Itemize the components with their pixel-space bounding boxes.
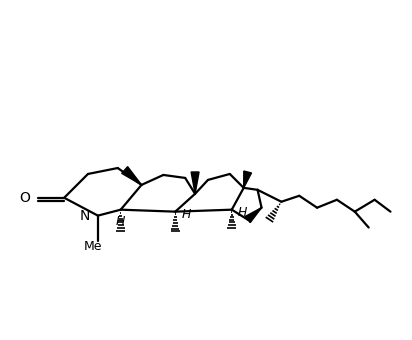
Polygon shape <box>243 171 251 188</box>
Polygon shape <box>191 172 199 194</box>
Text: H: H <box>238 206 247 219</box>
Polygon shape <box>245 208 262 223</box>
Text: H: H <box>116 215 125 228</box>
Polygon shape <box>122 167 142 185</box>
Text: O: O <box>20 191 30 205</box>
Text: H: H <box>181 208 191 221</box>
Text: N: N <box>80 209 90 223</box>
Text: Me: Me <box>84 240 102 253</box>
